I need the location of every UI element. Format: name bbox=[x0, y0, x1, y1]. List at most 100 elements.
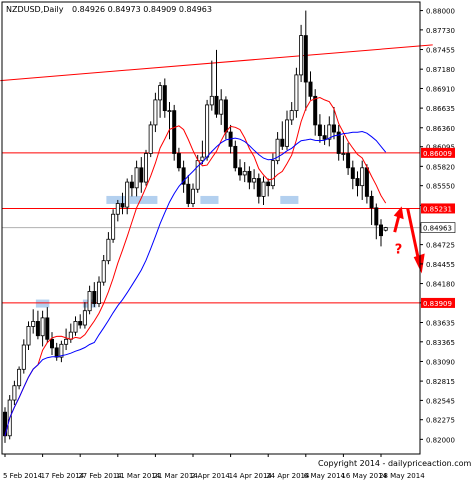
plot-frame bbox=[1, 1, 421, 455]
y-tick-label: 0.87455 bbox=[426, 47, 455, 55]
bear-candle bbox=[186, 183, 191, 204]
up-arrow-head bbox=[393, 206, 404, 220]
highlight-zone bbox=[200, 195, 219, 204]
bear-candle bbox=[303, 35, 308, 83]
y-tick-label: 0.82815 bbox=[426, 378, 455, 386]
x-tick-label: 27 Feb 2014 bbox=[78, 472, 122, 480]
bear-candle bbox=[369, 195, 374, 209]
x-tick-label: 6 May 2014 bbox=[304, 472, 346, 480]
current-price-tag-label: 0.84963 bbox=[423, 225, 452, 233]
current-price-tag bbox=[420, 222, 456, 233]
bear-candle bbox=[35, 321, 40, 337]
y-tick-label: 0.87730 bbox=[426, 27, 455, 35]
bull-candle bbox=[26, 326, 31, 346]
ohlc-label: 0.84926 0.84973 0.84909 0.84963 bbox=[72, 5, 212, 14]
up-arrow-shaft bbox=[393, 216, 401, 233]
down-arrow-shaft bbox=[406, 208, 421, 262]
y-tick-label: 0.86360 bbox=[426, 125, 455, 133]
bear-candle bbox=[45, 317, 50, 340]
bear-candle bbox=[350, 167, 355, 179]
bear-candle bbox=[336, 131, 341, 154]
y-tick-label: 0.85820 bbox=[426, 163, 455, 171]
bull-candle bbox=[205, 104, 210, 158]
bear-candle bbox=[247, 170, 252, 183]
bear-candle bbox=[172, 110, 177, 154]
level-price-tag-label: 0.83909 bbox=[423, 300, 452, 308]
bull-candle bbox=[158, 85, 163, 101]
bull-candle bbox=[87, 291, 92, 312]
bear-candle bbox=[120, 203, 125, 208]
y-tick-label: 0.88000 bbox=[426, 8, 455, 16]
copyright-text: Copyright 2014 - dailypriceaction.com bbox=[318, 459, 471, 468]
bear-candle bbox=[129, 181, 134, 189]
bull-candle bbox=[31, 321, 36, 327]
symbol-label: NZDUSD,Daily bbox=[6, 5, 64, 14]
bull-candle bbox=[59, 343, 64, 358]
x-tick-label: 2 Apr 2014 bbox=[191, 472, 230, 480]
bull-candle bbox=[219, 99, 224, 115]
level-price-tag-label: 0.85231 bbox=[423, 205, 452, 213]
bull-candle bbox=[111, 213, 116, 240]
y-tick-label: 0.82000 bbox=[426, 436, 455, 444]
bull-candle bbox=[360, 167, 365, 187]
bear-candle bbox=[378, 224, 383, 237]
x-tick-label: 16 May 2014 bbox=[341, 472, 387, 480]
bull-candle bbox=[341, 153, 346, 155]
bear-candle bbox=[374, 207, 379, 226]
down-arrow-head bbox=[413, 253, 425, 274]
bear-candle bbox=[54, 347, 59, 358]
bull-candle bbox=[125, 181, 130, 208]
x-tick-label: 17 Feb 2014 bbox=[41, 472, 85, 480]
x-tick-label: 11 Mar 2014 bbox=[116, 472, 161, 480]
x-tick-label: 28 May 2014 bbox=[379, 472, 425, 480]
bull-candle bbox=[200, 156, 205, 162]
y-tick-label: 0.86635 bbox=[426, 105, 455, 113]
price-axis: 0.88000 0.87730 0.87455 0.87180 0.86910 0.866… bbox=[420, 8, 456, 444]
bull-candle bbox=[21, 344, 26, 370]
bull-candle bbox=[261, 181, 266, 197]
bear-candle bbox=[355, 178, 360, 187]
bear-candle bbox=[308, 81, 313, 97]
bear-candle bbox=[233, 145, 238, 169]
level-price-tag bbox=[421, 297, 455, 308]
bull-candle bbox=[252, 178, 257, 183]
bear-candle bbox=[162, 85, 167, 112]
bear-candle bbox=[50, 338, 55, 349]
bear-candle bbox=[223, 99, 228, 133]
highlight-zone bbox=[129, 195, 158, 204]
bear-candle bbox=[176, 153, 181, 169]
bear-candle bbox=[317, 124, 322, 137]
overlays: ? bbox=[393, 206, 425, 274]
bull-candle bbox=[143, 153, 148, 183]
x-tick-label: 14 Apr 2014 bbox=[229, 472, 273, 480]
bull-candle bbox=[134, 167, 139, 189]
bear-candle bbox=[313, 95, 318, 126]
y-tick-label: 0.82545 bbox=[426, 397, 455, 405]
bull-candle bbox=[115, 203, 120, 215]
bull-candle bbox=[275, 138, 280, 162]
moving-average-line bbox=[4, 96, 387, 436]
y-tick-label: 0.84455 bbox=[426, 261, 455, 269]
y-tick-label: 0.83090 bbox=[426, 358, 455, 366]
bull-candle bbox=[64, 338, 69, 345]
bull-candle bbox=[327, 124, 332, 140]
y-tick-label: 0.84180 bbox=[426, 281, 455, 289]
bull-candle bbox=[294, 74, 299, 112]
bear-candle bbox=[214, 95, 219, 115]
bear-candle bbox=[256, 178, 261, 197]
bear-candle bbox=[181, 167, 186, 185]
candlesticks bbox=[3, 10, 388, 443]
x-tick-label: 24 Apr 2014 bbox=[266, 472, 310, 480]
support-highlights bbox=[35, 195, 299, 308]
question-annotation: ? bbox=[395, 243, 403, 258]
y-tick-label: 0.85550 bbox=[426, 183, 455, 191]
bear-candle bbox=[78, 321, 83, 326]
bear-candle bbox=[237, 167, 242, 176]
bull-candle bbox=[289, 110, 294, 121]
bull-candle bbox=[209, 95, 214, 106]
level-price-tag-label: 0.86009 bbox=[423, 150, 452, 158]
highlight-zone bbox=[35, 299, 50, 308]
